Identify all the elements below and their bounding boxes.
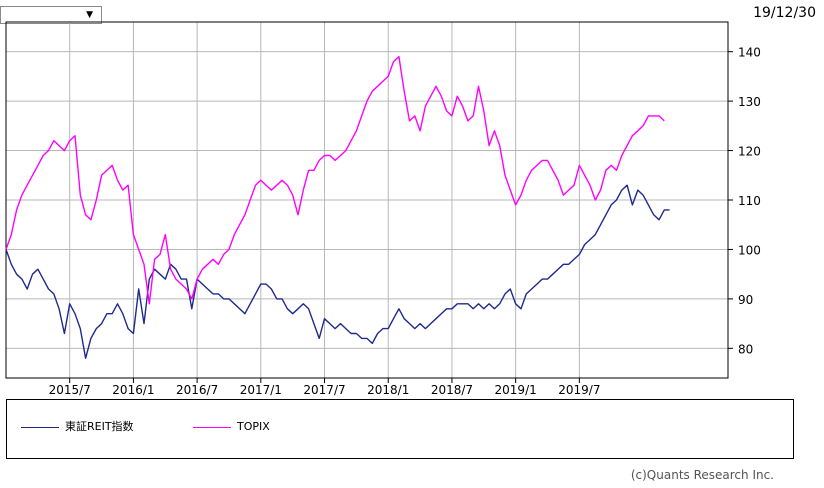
legend-swatch-reit (21, 427, 59, 428)
series-line-topix (5, 55, 665, 305)
x-tick-label: 2017/7 (303, 383, 345, 397)
y-tick-label: 110 (738, 194, 761, 208)
x-tick-label: 2018/1 (367, 383, 409, 397)
x-tick-label: 2019/1 (495, 383, 537, 397)
x-tick-label: 2018/7 (431, 383, 473, 397)
x-tick-label: 2016/1 (112, 383, 154, 397)
x-tick-label: 2016/7 (176, 383, 218, 397)
x-tick-label: 2019/7 (558, 383, 600, 397)
legend-label-reit: 東証REIT指数 (65, 420, 134, 433)
chevron-down-icon[interactable]: ▼ (86, 10, 93, 20)
y-tick-label: 100 (738, 243, 761, 257)
chart-legend: 東証REIT指数 TOPIX (6, 399, 794, 459)
legend-swatch-topix (193, 427, 231, 428)
y-tick-label: 140 (738, 46, 761, 60)
chart-grid (6, 22, 728, 378)
x-tick-label: 2017/1 (240, 383, 282, 397)
y-tick-label: 90 (738, 293, 753, 307)
y-tick-label: 130 (738, 95, 761, 109)
y-tick-label: 80 (738, 342, 753, 356)
series-line-reit (5, 184, 670, 359)
legend-label-topix: TOPIX (237, 420, 270, 433)
x-tick-label: 2015/7 (49, 383, 91, 397)
copyright-text: (c)Quants Research Inc. (630, 468, 774, 482)
period-dropdown[interactable]: ▼ (0, 6, 102, 24)
as-of-date: 19/12/30 (753, 5, 816, 21)
chart-series (5, 55, 670, 359)
x-axis: 2015/7 2016/1 2016/7 2017/1 2017/7 2018/1 2018… (49, 378, 600, 397)
y-axis: 80 90 100 110 120 130 140 (728, 46, 761, 356)
y-tick-label: 120 (738, 145, 761, 159)
